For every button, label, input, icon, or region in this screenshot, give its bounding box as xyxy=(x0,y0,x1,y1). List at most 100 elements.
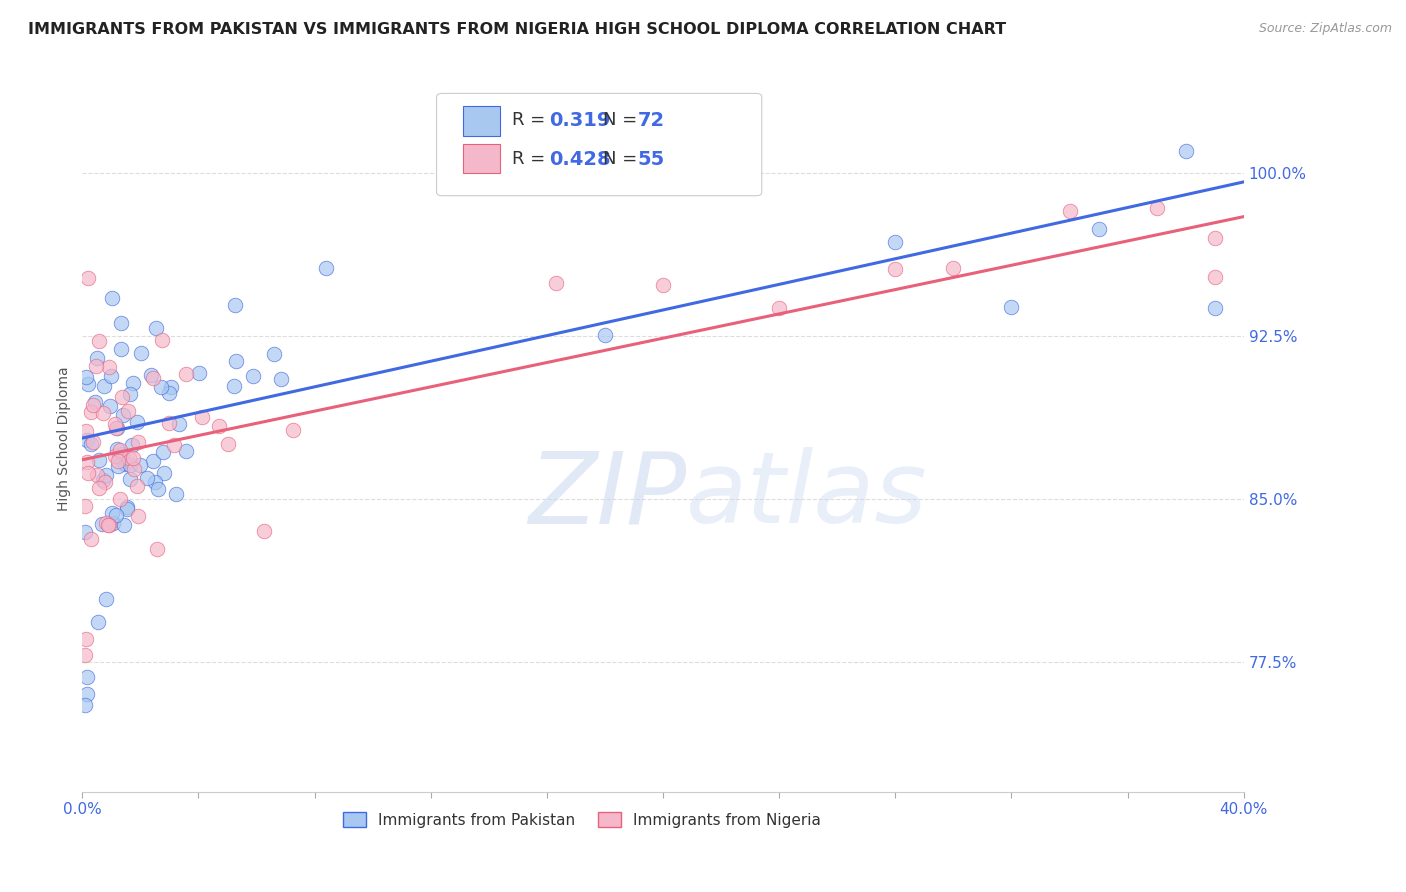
Point xyxy=(77,271,100,285)
Point xyxy=(112,518,135,533)
Point xyxy=(252,524,274,538)
Point xyxy=(768,301,790,316)
Point xyxy=(884,235,907,249)
Point xyxy=(152,445,174,459)
Text: 55: 55 xyxy=(637,150,665,169)
Point xyxy=(1204,270,1226,285)
Y-axis label: High School Diploma: High School Diploma xyxy=(58,367,72,511)
Point xyxy=(86,351,108,365)
Point xyxy=(224,297,246,311)
Point xyxy=(80,532,103,546)
Point xyxy=(97,518,120,533)
Point xyxy=(101,516,124,531)
Point xyxy=(80,437,103,451)
Point xyxy=(118,450,141,465)
Point xyxy=(87,453,110,467)
Text: Source: ZipAtlas.com: Source: ZipAtlas.com xyxy=(1258,22,1392,36)
Point xyxy=(118,472,141,486)
Point xyxy=(1000,300,1022,314)
Point xyxy=(91,516,114,531)
Point xyxy=(143,475,166,489)
Point xyxy=(94,468,117,483)
Point xyxy=(75,632,97,646)
Point xyxy=(167,417,190,431)
Point xyxy=(315,261,337,276)
Point xyxy=(82,435,104,450)
Point xyxy=(281,423,304,437)
Point xyxy=(135,471,157,485)
Point xyxy=(110,343,132,357)
Point xyxy=(110,316,132,330)
Point xyxy=(127,435,149,450)
Point xyxy=(1146,201,1168,215)
Point xyxy=(1059,203,1081,218)
Point xyxy=(129,345,152,359)
Point xyxy=(100,369,122,384)
Text: N =: N = xyxy=(603,150,643,168)
Point xyxy=(208,418,231,433)
Point xyxy=(1204,301,1226,316)
Point xyxy=(242,368,264,383)
Point xyxy=(217,437,239,451)
Text: 72: 72 xyxy=(637,111,665,129)
Point xyxy=(546,277,568,291)
Point xyxy=(157,416,180,430)
Point xyxy=(75,370,97,384)
Point xyxy=(115,500,138,514)
Point xyxy=(127,508,149,523)
Point xyxy=(75,525,97,540)
Point xyxy=(105,421,128,435)
Text: R =: R = xyxy=(512,150,551,168)
Point xyxy=(125,415,148,429)
Point xyxy=(142,371,165,385)
Point xyxy=(115,501,138,516)
Point xyxy=(76,454,98,468)
Point xyxy=(86,467,108,482)
Point xyxy=(94,516,117,530)
Point xyxy=(93,475,115,489)
Point xyxy=(77,466,100,480)
Point xyxy=(1174,145,1197,159)
Point xyxy=(1204,231,1226,245)
Point xyxy=(176,443,198,458)
Point xyxy=(593,328,616,343)
Point xyxy=(105,508,128,522)
Point xyxy=(89,481,111,495)
FancyBboxPatch shape xyxy=(436,94,762,195)
Point xyxy=(146,542,169,557)
Point xyxy=(148,483,170,497)
Point xyxy=(75,648,97,663)
Point xyxy=(884,261,907,276)
Point xyxy=(118,458,141,472)
Point xyxy=(128,458,150,472)
Point xyxy=(101,507,124,521)
Point xyxy=(157,385,180,400)
Point xyxy=(107,459,129,474)
FancyBboxPatch shape xyxy=(463,106,501,136)
Point xyxy=(114,457,136,471)
Point xyxy=(942,260,965,275)
Point xyxy=(93,379,115,393)
Point xyxy=(105,421,128,435)
Text: ZIP: ZIP xyxy=(529,447,686,544)
Point xyxy=(121,438,143,452)
Text: 0.319: 0.319 xyxy=(550,111,610,129)
Point xyxy=(163,437,186,451)
Point xyxy=(91,406,114,420)
Point xyxy=(110,447,132,461)
Point xyxy=(98,399,121,413)
Point xyxy=(263,347,285,361)
Point xyxy=(84,359,107,373)
Point xyxy=(118,386,141,401)
Point xyxy=(108,450,131,465)
Point xyxy=(76,687,98,701)
Point xyxy=(111,390,134,404)
Point xyxy=(174,367,197,381)
Point xyxy=(270,372,292,386)
Point xyxy=(105,442,128,456)
Point xyxy=(97,518,120,533)
Point xyxy=(108,442,131,457)
Text: N =: N = xyxy=(603,112,643,129)
Point xyxy=(127,479,149,493)
Point xyxy=(77,377,100,392)
